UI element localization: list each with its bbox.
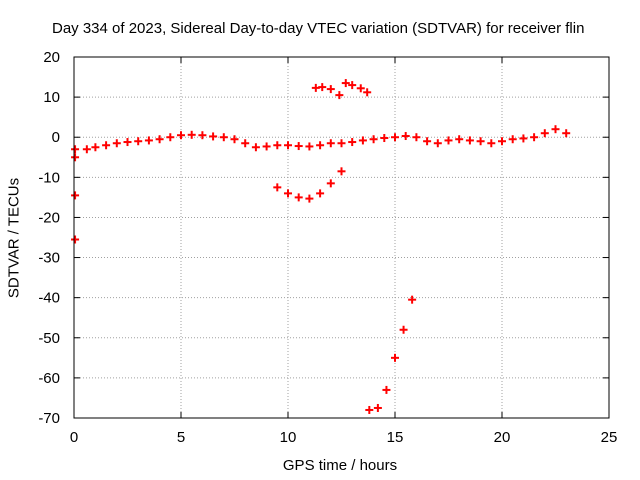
data-point bbox=[369, 135, 378, 144]
data-point bbox=[71, 191, 80, 200]
data-point bbox=[294, 142, 303, 151]
data-point bbox=[348, 138, 357, 147]
x-tick-label: 15 bbox=[387, 429, 404, 446]
data-point bbox=[399, 325, 408, 334]
y-tick-label: 20 bbox=[43, 49, 60, 66]
data-point bbox=[380, 134, 389, 143]
data-point bbox=[391, 353, 399, 362]
data-point bbox=[540, 129, 549, 138]
data-point bbox=[262, 142, 271, 151]
data-point bbox=[412, 133, 421, 142]
data-point bbox=[112, 139, 121, 148]
data-point bbox=[423, 137, 432, 146]
y-tick-label: -70 bbox=[38, 410, 60, 427]
data-point bbox=[144, 136, 153, 145]
y-tick-label: -10 bbox=[38, 169, 60, 186]
data-point bbox=[71, 153, 80, 162]
x-axis-label: GPS time / hours bbox=[282, 457, 398, 474]
data-point bbox=[177, 131, 185, 140]
x-tick-label: 10 bbox=[280, 429, 297, 446]
data-point bbox=[284, 189, 292, 198]
x-tick-label: 5 bbox=[177, 429, 185, 446]
data-point bbox=[91, 143, 100, 152]
data-point bbox=[476, 137, 485, 146]
data-points bbox=[71, 79, 571, 414]
y-tick-label: -60 bbox=[38, 370, 60, 387]
y-tick-label: -40 bbox=[38, 290, 60, 307]
data-point bbox=[391, 133, 399, 142]
data-point bbox=[251, 143, 260, 152]
data-point bbox=[316, 141, 325, 150]
data-point bbox=[348, 81, 357, 90]
grid-lines bbox=[74, 57, 609, 418]
data-point bbox=[508, 135, 517, 144]
data-point bbox=[382, 385, 391, 394]
data-point bbox=[337, 139, 346, 148]
data-point bbox=[444, 136, 453, 145]
y-tick-label: -50 bbox=[38, 330, 60, 347]
data-point bbox=[134, 137, 143, 146]
data-point bbox=[71, 235, 80, 244]
data-point bbox=[373, 403, 382, 412]
data-point bbox=[305, 142, 314, 151]
data-point bbox=[82, 145, 91, 154]
x-tick-label: 0 bbox=[70, 429, 78, 446]
data-point bbox=[341, 79, 350, 88]
y-axis-label: SDTVAR / TECUs bbox=[5, 177, 23, 299]
data-point bbox=[562, 129, 571, 138]
data-point bbox=[408, 295, 417, 304]
data-point bbox=[273, 141, 282, 150]
data-point bbox=[155, 135, 164, 144]
data-point bbox=[241, 139, 250, 148]
y-tick-label: -20 bbox=[38, 209, 60, 226]
data-point bbox=[530, 133, 539, 142]
data-point bbox=[498, 137, 506, 146]
data-point bbox=[219, 133, 228, 142]
data-point bbox=[284, 141, 292, 150]
x-tick-label: 25 bbox=[601, 429, 618, 446]
data-point bbox=[326, 85, 335, 94]
data-point bbox=[465, 136, 474, 145]
data-point bbox=[326, 179, 335, 188]
data-point bbox=[198, 131, 207, 140]
data-point bbox=[305, 194, 314, 203]
data-point bbox=[166, 133, 175, 142]
data-point bbox=[358, 136, 367, 145]
data-point bbox=[455, 135, 464, 144]
data-point bbox=[187, 130, 196, 139]
data-point bbox=[365, 405, 374, 414]
chart-title: Day 334 of 2023, Sidereal Day-to-day VTE… bbox=[52, 20, 585, 37]
data-point bbox=[335, 91, 344, 100]
data-point bbox=[71, 145, 80, 154]
y-tick-label: 0 bbox=[52, 129, 60, 146]
data-point bbox=[551, 125, 560, 134]
data-point bbox=[316, 189, 325, 198]
data-point bbox=[123, 138, 132, 147]
y-tick-label: 10 bbox=[43, 89, 60, 106]
axis-ticks: 0 5 10 15 20 25 -70 -60 -50 -40 -30 -20 -10 0 10 20 bbox=[38, 49, 617, 446]
data-point bbox=[230, 135, 239, 144]
data-point bbox=[433, 139, 442, 148]
data-point bbox=[318, 83, 327, 92]
data-point bbox=[209, 132, 218, 141]
data-point bbox=[356, 84, 365, 93]
data-point bbox=[363, 88, 372, 97]
data-point bbox=[487, 139, 496, 148]
y-tick-label: -30 bbox=[38, 250, 60, 267]
data-point bbox=[337, 167, 346, 176]
data-point bbox=[401, 132, 410, 141]
data-point bbox=[294, 193, 303, 202]
data-point bbox=[102, 141, 111, 150]
x-tick-label: 20 bbox=[494, 429, 511, 446]
data-point bbox=[273, 183, 282, 192]
data-point bbox=[519, 134, 528, 143]
data-point bbox=[326, 139, 335, 148]
plot-frame bbox=[73, 56, 610, 419]
